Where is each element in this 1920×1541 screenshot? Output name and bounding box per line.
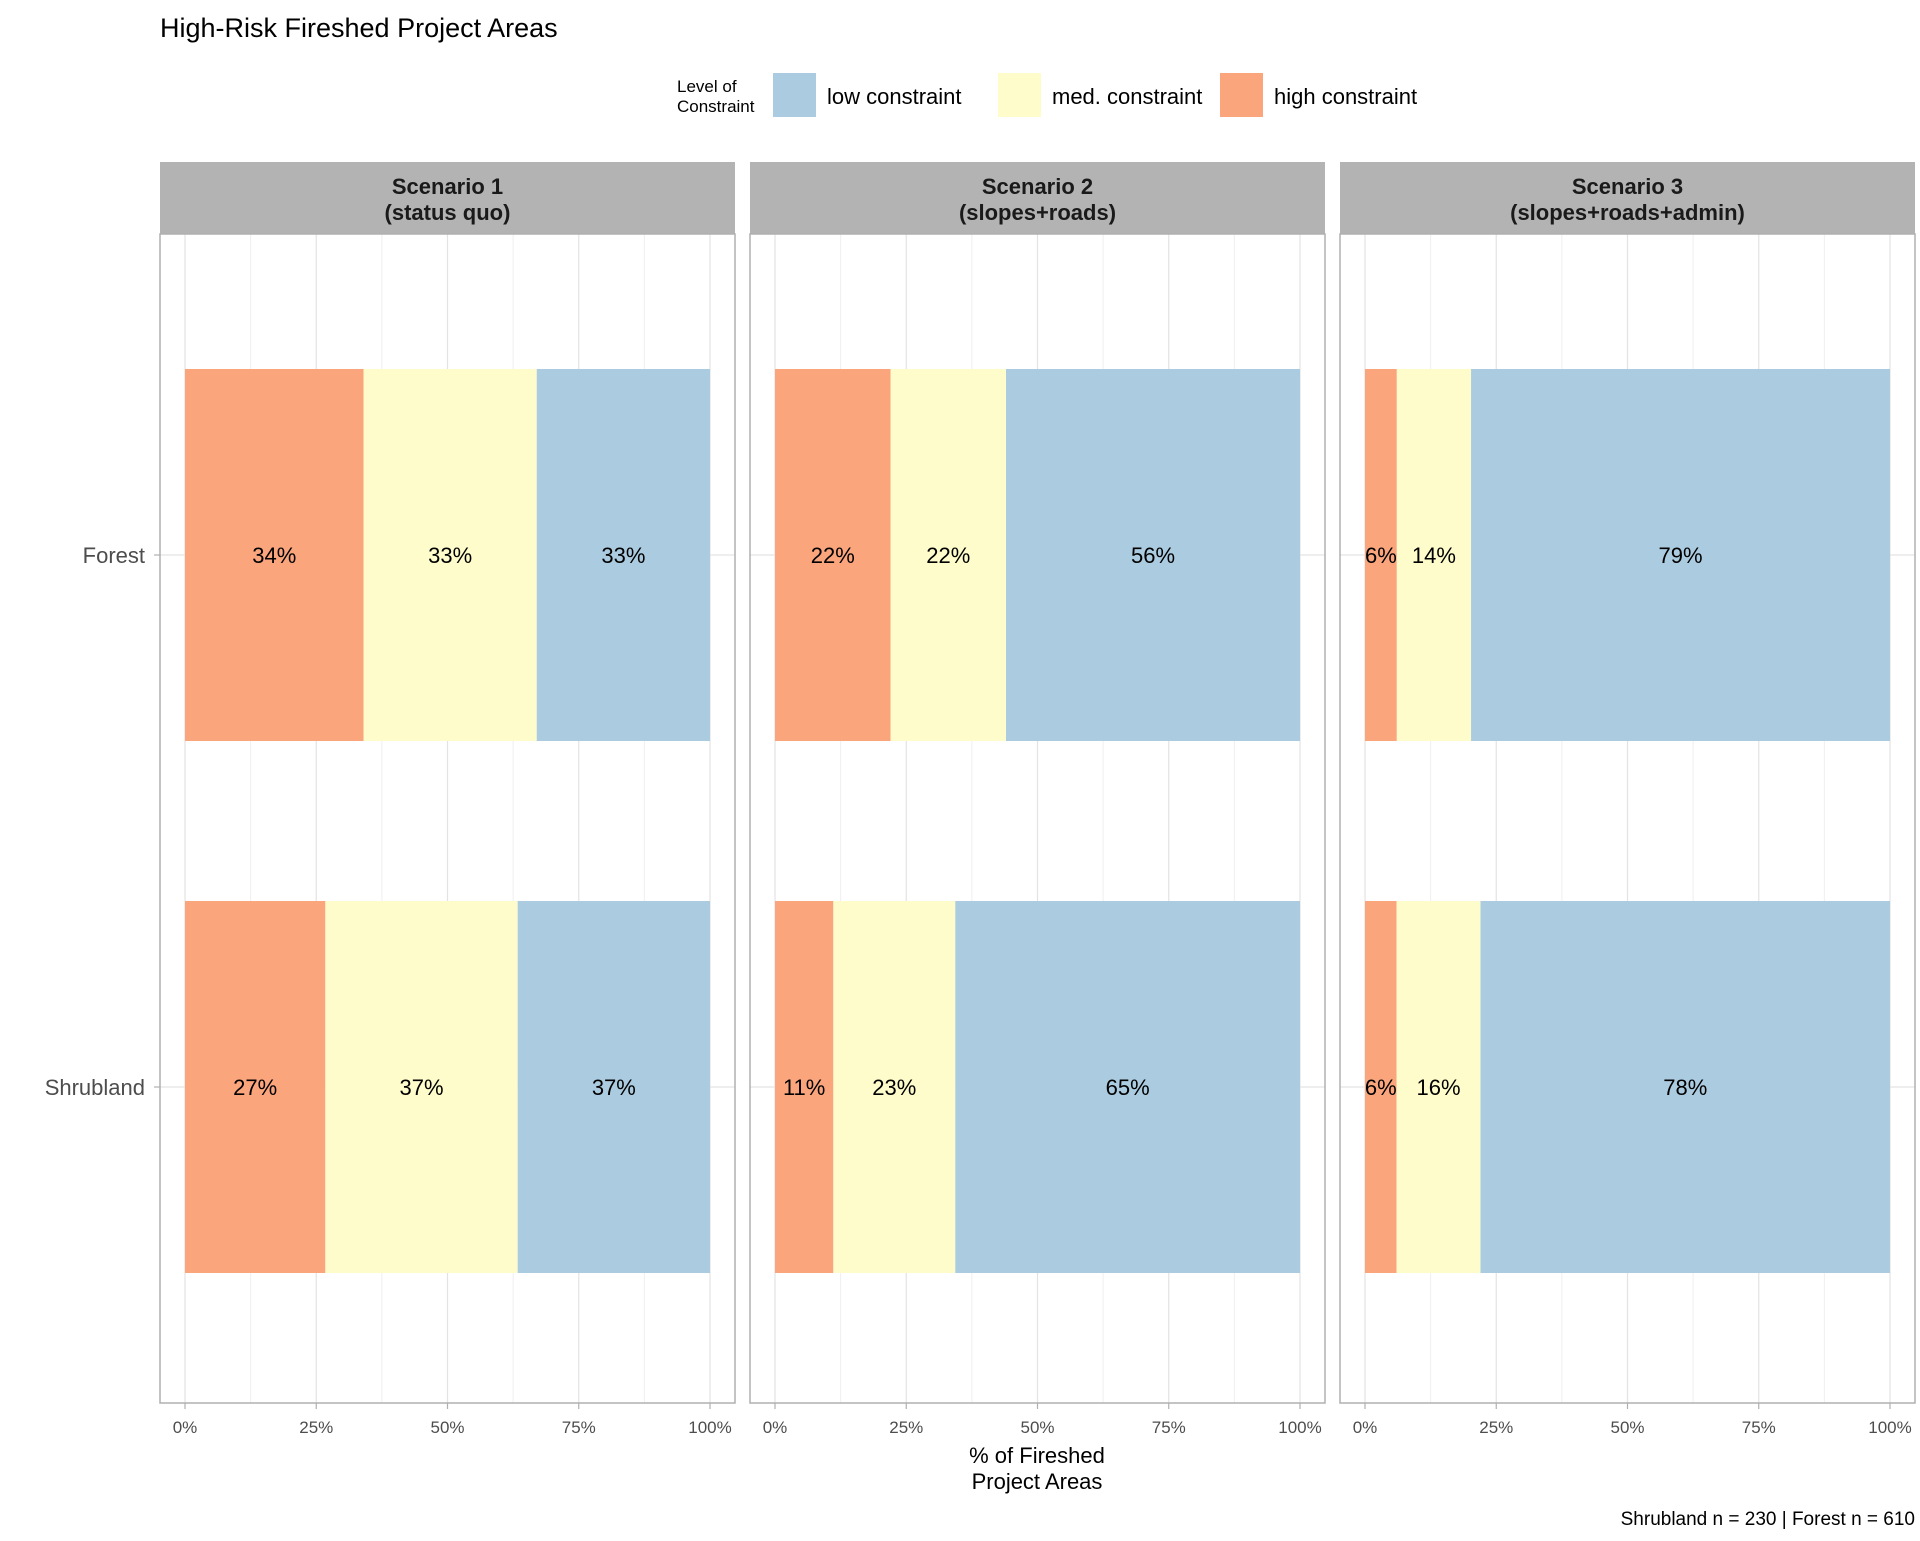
bar-segment: [185, 369, 364, 741]
x-tick-label: 75%: [1742, 1418, 1776, 1437]
x-tick-label: 75%: [1152, 1418, 1186, 1437]
data-label: 22%: [811, 543, 855, 568]
bar-segment: [955, 901, 1300, 1273]
data-label: 16%: [1416, 1075, 1460, 1100]
legend-label: low constraint: [827, 84, 962, 109]
data-label: 79%: [1659, 543, 1703, 568]
legend-title: Level of Constraint: [677, 77, 755, 116]
x-tick-label: 0%: [763, 1418, 788, 1437]
data-label: 6%: [1365, 543, 1397, 568]
legend-swatch: [998, 73, 1041, 117]
facet-title: Scenario 3 (slopes+roads+admin): [1510, 174, 1745, 225]
x-tick-label: 25%: [889, 1418, 923, 1437]
x-tick-label: 25%: [1479, 1418, 1513, 1437]
data-label: 37%: [592, 1075, 636, 1100]
x-tick-label: 75%: [562, 1418, 596, 1437]
y-category-label: Shrubland: [45, 1075, 145, 1100]
data-label: 37%: [399, 1075, 443, 1100]
bar-segment: [185, 901, 326, 1273]
x-tick-label: 100%: [1868, 1418, 1911, 1437]
x-tick-label: 25%: [299, 1418, 333, 1437]
bar-segment: [1365, 369, 1397, 741]
bar-segment: [517, 901, 710, 1273]
y-category-label: Forest: [83, 543, 145, 568]
bar-segment: [775, 369, 891, 741]
bar-segment: [1480, 901, 1890, 1273]
bar-segment: [1471, 369, 1890, 741]
chart-caption: Shrubland n = 230 | Forest n = 610: [1621, 1509, 1915, 1530]
facet-title: Scenario 1 (status quo): [385, 174, 511, 225]
data-label: 78%: [1663, 1075, 1707, 1100]
bar-segment: [890, 369, 1006, 741]
data-label: 33%: [428, 543, 472, 568]
x-tick-label: 100%: [688, 1418, 731, 1437]
facet-strip: [750, 162, 1325, 234]
data-label: 14%: [1412, 543, 1456, 568]
x-tick-label: 0%: [1353, 1418, 1378, 1437]
legend-swatch: [773, 73, 816, 117]
data-label: 22%: [926, 543, 970, 568]
bar-segment: [1365, 901, 1397, 1273]
data-label: 33%: [601, 543, 645, 568]
bar-segment: [325, 901, 518, 1273]
legend-label: med. constraint: [1052, 84, 1202, 109]
x-tick-label: 0%: [173, 1418, 198, 1437]
bar-segment: [536, 369, 710, 741]
x-tick-label: 100%: [1278, 1418, 1321, 1437]
data-label: 56%: [1131, 543, 1175, 568]
chart-title: High-Risk Fireshed Project Areas: [160, 13, 558, 43]
x-tick-label: 50%: [1610, 1418, 1644, 1437]
data-label: 23%: [872, 1075, 916, 1100]
data-label: 11%: [783, 1075, 825, 1100]
data-label: 65%: [1106, 1075, 1150, 1100]
bar-segment: [363, 369, 537, 741]
facet-strip: [1340, 162, 1915, 234]
legend-swatch: [1220, 73, 1263, 117]
bar-segment: [1396, 901, 1481, 1273]
x-tick-label: 50%: [1020, 1418, 1054, 1437]
data-label: 27%: [233, 1075, 277, 1100]
bar-segment: [1006, 369, 1300, 741]
x-tick-label: 50%: [430, 1418, 464, 1437]
x-axis-title: % of Fireshed Project Areas: [969, 1443, 1105, 1494]
data-label: 6%: [1365, 1075, 1397, 1100]
facet-strip: [160, 162, 735, 234]
bar-segment: [1396, 369, 1472, 741]
bar-segment: [775, 901, 834, 1273]
bar-segment: [833, 901, 956, 1273]
data-label: 34%: [252, 543, 296, 568]
facet-title: Scenario 2 (slopes+roads): [959, 174, 1116, 225]
legend-label: high constraint: [1274, 84, 1417, 109]
